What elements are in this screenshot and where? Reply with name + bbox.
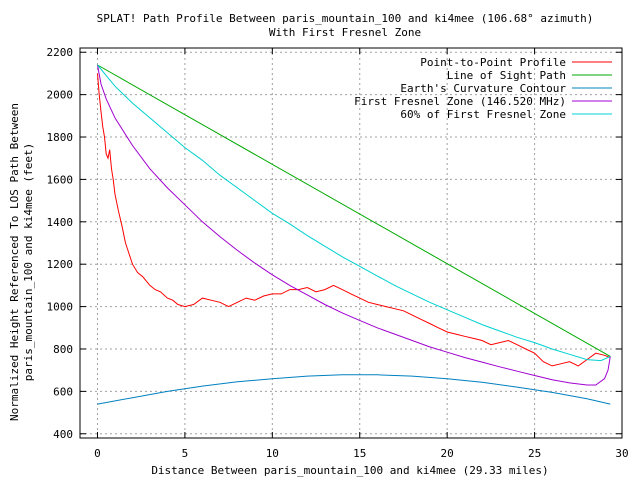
y-tick-label: 1800 xyxy=(47,131,74,144)
x-tick-labels: 0 5 10 15 20 25 30 xyxy=(94,447,628,460)
y-axis-label-line1: Normalized Height Referenced To LOS Path… xyxy=(8,103,21,421)
y-tick-label: 400 xyxy=(53,428,73,441)
legend-label: Earth's Curvature Contour xyxy=(400,82,566,95)
x-tick-label: 30 xyxy=(615,447,628,460)
legend-label: Line of Sight Path xyxy=(447,69,566,82)
series-line-0 xyxy=(97,73,611,367)
axis-ticks xyxy=(80,48,623,438)
y-tick-label: 800 xyxy=(53,343,73,356)
x-tick-label: 15 xyxy=(353,447,366,460)
y-tick-label: 1000 xyxy=(47,301,74,314)
series-line-1 xyxy=(97,64,611,357)
series-line-2 xyxy=(97,374,611,405)
y-axis-label-line2: paris_mountain_100 and ki4mee (feet) xyxy=(22,143,35,381)
legend-label: First Fresnel Zone (146.520 MHz) xyxy=(354,95,566,108)
y-tick-label: 1600 xyxy=(47,173,74,186)
x-tick-label: 10 xyxy=(266,447,279,460)
y-tick-label: 2200 xyxy=(47,46,74,59)
series-lines xyxy=(97,64,611,405)
y-tick-label: 2000 xyxy=(47,89,74,102)
y-tick-label: 1400 xyxy=(47,216,74,229)
plot-frame xyxy=(79,47,623,439)
x-axis-label: Distance Between paris_mountain_100 and … xyxy=(151,464,548,477)
legend-label: Point-to-Point Profile xyxy=(420,56,566,69)
y-tick-label: 1200 xyxy=(47,258,74,271)
y-tick-labels: 400 600 800 1000 1200 1400 1600 1800 2000 2200 xyxy=(47,46,74,441)
x-tick-label: 25 xyxy=(528,447,541,460)
chart-title: SPLAT! Path Profile Between paris_mounta… xyxy=(97,12,594,25)
series-line-4 xyxy=(97,64,611,362)
x-tick-label: 5 xyxy=(182,447,189,460)
chart-subtitle: With First Fresnel Zone xyxy=(269,26,421,39)
grid-lines xyxy=(80,48,623,438)
series-line-3 xyxy=(97,64,611,386)
legend-label: 60% of First Fresnel Zone xyxy=(400,108,566,121)
x-tick-label: 20 xyxy=(441,447,454,460)
x-tick-label: 0 xyxy=(94,447,101,460)
y-tick-label: 600 xyxy=(53,385,73,398)
